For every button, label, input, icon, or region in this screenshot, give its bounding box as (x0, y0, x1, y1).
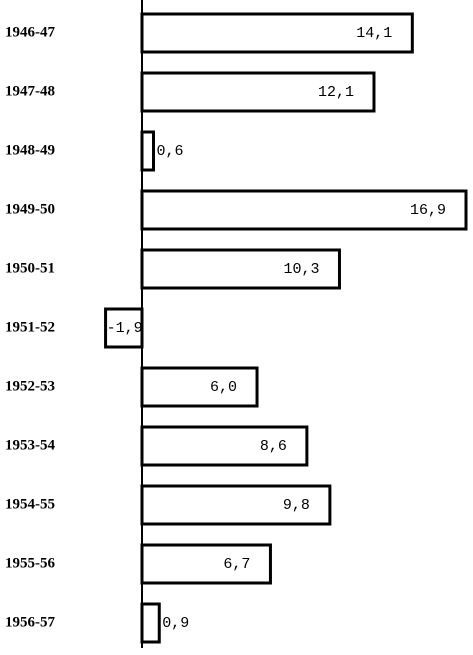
value-label: -1,9 (107, 320, 143, 337)
category-label: 1951-52 (5, 319, 55, 335)
value-label: 8,6 (260, 438, 287, 455)
value-label: 16,9 (410, 202, 446, 219)
value-label: 0,6 (157, 143, 184, 160)
category-label: 1954-55 (5, 496, 55, 512)
bar (140, 484, 332, 526)
category-label: 1946-47 (5, 24, 55, 40)
bar (140, 71, 376, 113)
category-label: 1947-48 (5, 83, 55, 99)
bar (140, 366, 259, 408)
bar (140, 189, 468, 231)
bar (140, 248, 341, 290)
category-label: 1956-57 (5, 614, 55, 630)
value-label: 12,1 (318, 84, 354, 101)
category-label: 1948-49 (5, 142, 55, 158)
bar (140, 543, 272, 585)
category-label: 1950-51 (5, 260, 55, 276)
bar (104, 307, 144, 349)
category-label: 1953-54 (5, 437, 55, 453)
value-label: 6,0 (210, 379, 237, 396)
value-label: 0,9 (162, 615, 189, 632)
category-label: 1955-56 (5, 555, 55, 571)
category-label: 1952-53 (5, 378, 55, 394)
bar (140, 130, 156, 172)
value-label: 10,3 (283, 261, 319, 278)
value-label: 14,1 (356, 25, 392, 42)
category-label: 1949-50 (5, 201, 55, 217)
bar (140, 602, 161, 644)
value-label: 6,7 (223, 556, 250, 573)
value-label: 9,8 (283, 497, 310, 514)
